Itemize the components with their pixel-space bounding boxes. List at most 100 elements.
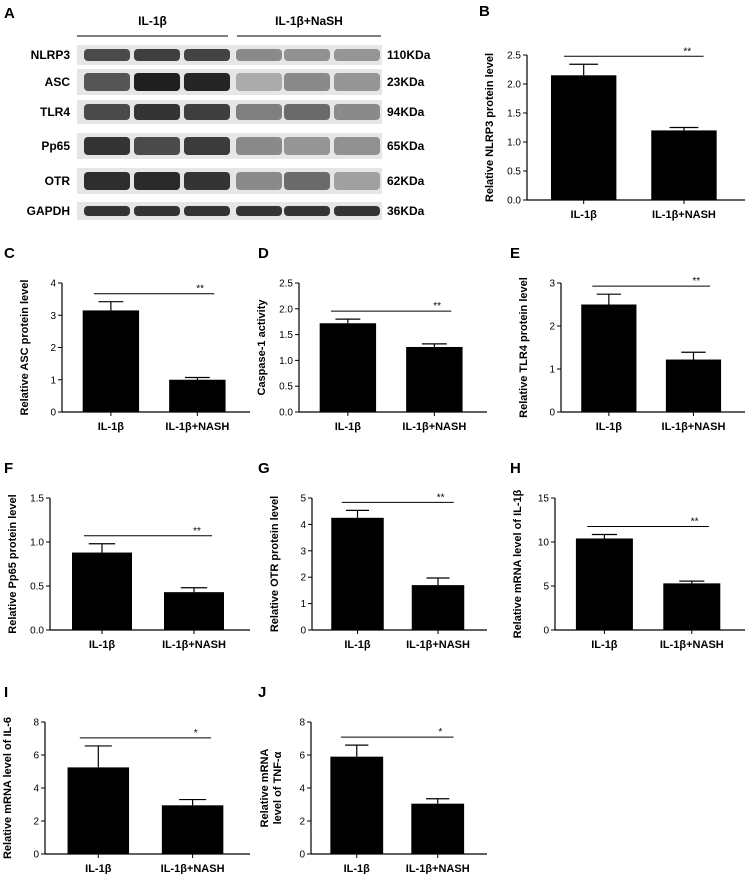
- blot-protein-label: ASC: [45, 75, 71, 89]
- significance-marker: **: [437, 492, 445, 503]
- y-tick-label: 4: [300, 520, 306, 531]
- x-tick-label: IL-1β: [98, 421, 125, 433]
- blot-band: [84, 104, 130, 120]
- y-tick-label: 1: [300, 599, 306, 610]
- y-axis-label: Relative mRNA level of IL-6: [2, 717, 14, 859]
- significance-marker: *: [194, 728, 198, 739]
- y-tick-label: 2.5: [507, 51, 521, 62]
- x-tick-label: IL-1β+NASH: [406, 639, 470, 651]
- y-tick-label: 3: [300, 546, 306, 557]
- y-axis-label: Caspase-1 activity: [256, 299, 268, 396]
- blot-band: [284, 206, 330, 216]
- bar: [72, 552, 132, 630]
- blot-band: [334, 137, 380, 155]
- chart-panel-e: E 0 1 2 3 IL-1β IL-1β+NASH ** Relative TLR4 prot…: [510, 245, 745, 433]
- panel-letter-h: H: [510, 460, 521, 477]
- y-tick-label: 5: [543, 582, 549, 593]
- x-tick-label: IL-1β+NASH: [660, 639, 724, 651]
- blot-size-label: 110KDa: [387, 48, 431, 62]
- y-tick-label: 8: [299, 718, 305, 729]
- y-tick-label: 2.0: [279, 304, 293, 315]
- y-axis-label: Relative ASC protein level: [19, 280, 31, 416]
- y-tick-label: 1.0: [507, 138, 521, 149]
- panel-letter-a: A: [4, 5, 15, 22]
- bar: [581, 304, 637, 412]
- bar: [575, 538, 633, 630]
- y-tick-label: 8: [33, 718, 39, 729]
- y-tick-label: 4: [33, 784, 39, 795]
- y-axis-label: Relative TLR4 protein level: [518, 277, 530, 418]
- blot-band: [284, 49, 330, 61]
- blot-group-label: IL-1β+NaSH: [275, 14, 343, 28]
- blot-band: [334, 49, 380, 61]
- y-tick-label: 5: [300, 494, 306, 505]
- bar: [164, 592, 224, 630]
- chart-panel-f: F 0.0 0.5 1.0 1.5 IL-1β IL-1β+NASH ** Relative P…: [4, 460, 250, 651]
- blot-protein-label: Pp65: [41, 139, 70, 153]
- bar: [665, 359, 722, 412]
- significance-marker: **: [691, 517, 699, 528]
- blot-size-label: 62KDa: [387, 174, 425, 188]
- significance-marker: **: [433, 301, 441, 312]
- y-tick-label: 0: [300, 626, 306, 637]
- blot-band: [236, 206, 282, 216]
- bar: [406, 346, 463, 412]
- blot-band: [284, 172, 330, 190]
- x-tick-label: IL-1β: [596, 421, 623, 433]
- y-tick-label: 1.5: [507, 109, 521, 120]
- blot-band: [334, 73, 380, 91]
- y-tick-label: 3: [549, 279, 555, 290]
- chart-panel-c: C 0 1 2 3 4 IL-1β IL-1β+NASH ** Relative ASC prot…: [4, 245, 250, 433]
- chart-panel-b: B 0.0 0.5 1.0 1.5 2.0 2.5 IL-1β IL-1β+NASH ** Rela…: [479, 3, 745, 221]
- bar: [331, 517, 384, 630]
- y-tick-label: 0: [33, 850, 39, 861]
- y-tick-label: 0: [549, 408, 555, 419]
- bar: [169, 379, 226, 412]
- blot-group-label: IL-1β: [138, 14, 167, 28]
- bar: [67, 767, 130, 854]
- x-tick-label: IL-1β+NASH: [406, 863, 470, 874]
- y-tick-label: 2: [50, 343, 56, 354]
- bar: [663, 583, 721, 630]
- y-tick-label: 1.5: [30, 494, 44, 505]
- x-tick-label: IL-1β+NASH: [662, 421, 726, 433]
- y-tick-label: 6: [299, 751, 305, 762]
- blot-band: [134, 172, 180, 190]
- chart-panel-i: I 0 2 4 6 8 IL-1β IL-1β+NASH * Relative mRNA leve…: [2, 684, 250, 874]
- y-tick-label: 2: [299, 817, 305, 828]
- blot-band: [84, 49, 130, 61]
- y-tick-label: 0.5: [30, 582, 44, 593]
- panel-letter-g: G: [258, 460, 270, 477]
- x-tick-label: IL-1β+NASH: [161, 863, 225, 874]
- y-tick-label: 0: [50, 408, 56, 419]
- blot-band: [134, 73, 180, 91]
- y-tick-label: 10: [538, 538, 550, 549]
- bar: [82, 310, 140, 412]
- y-tick-label: 0.5: [279, 382, 293, 393]
- y-axis-label-line: Relative mRNA: [259, 749, 271, 828]
- panel-letter-e: E: [510, 245, 520, 262]
- blot-band: [134, 206, 180, 216]
- y-tick-label: 2: [33, 817, 39, 828]
- y-tick-label: 4: [299, 784, 305, 795]
- blot-protein-label: NLRP3: [31, 48, 71, 62]
- blot-protein-label: OTR: [45, 174, 71, 188]
- significance-marker: **: [196, 284, 204, 295]
- blot-band: [184, 172, 230, 190]
- blot-band: [184, 206, 230, 216]
- bar: [651, 130, 717, 200]
- y-axis-label: Relative NLRP3 protein level: [484, 53, 496, 202]
- y-tick-label: 15: [538, 494, 550, 505]
- y-tick-label: 2: [300, 573, 306, 584]
- panel-letter-j: J: [258, 684, 266, 701]
- blot-protein-label: GAPDH: [27, 204, 70, 218]
- y-tick-label: 1: [50, 375, 56, 386]
- bar: [411, 803, 465, 854]
- blot-band: [334, 206, 380, 216]
- blot-band: [236, 49, 282, 61]
- y-tick-label: 1: [549, 365, 555, 376]
- x-tick-label: IL-1β: [344, 639, 371, 651]
- y-tick-label: 2: [549, 322, 555, 333]
- blot-band: [236, 172, 282, 190]
- y-tick-label: 4: [50, 279, 56, 290]
